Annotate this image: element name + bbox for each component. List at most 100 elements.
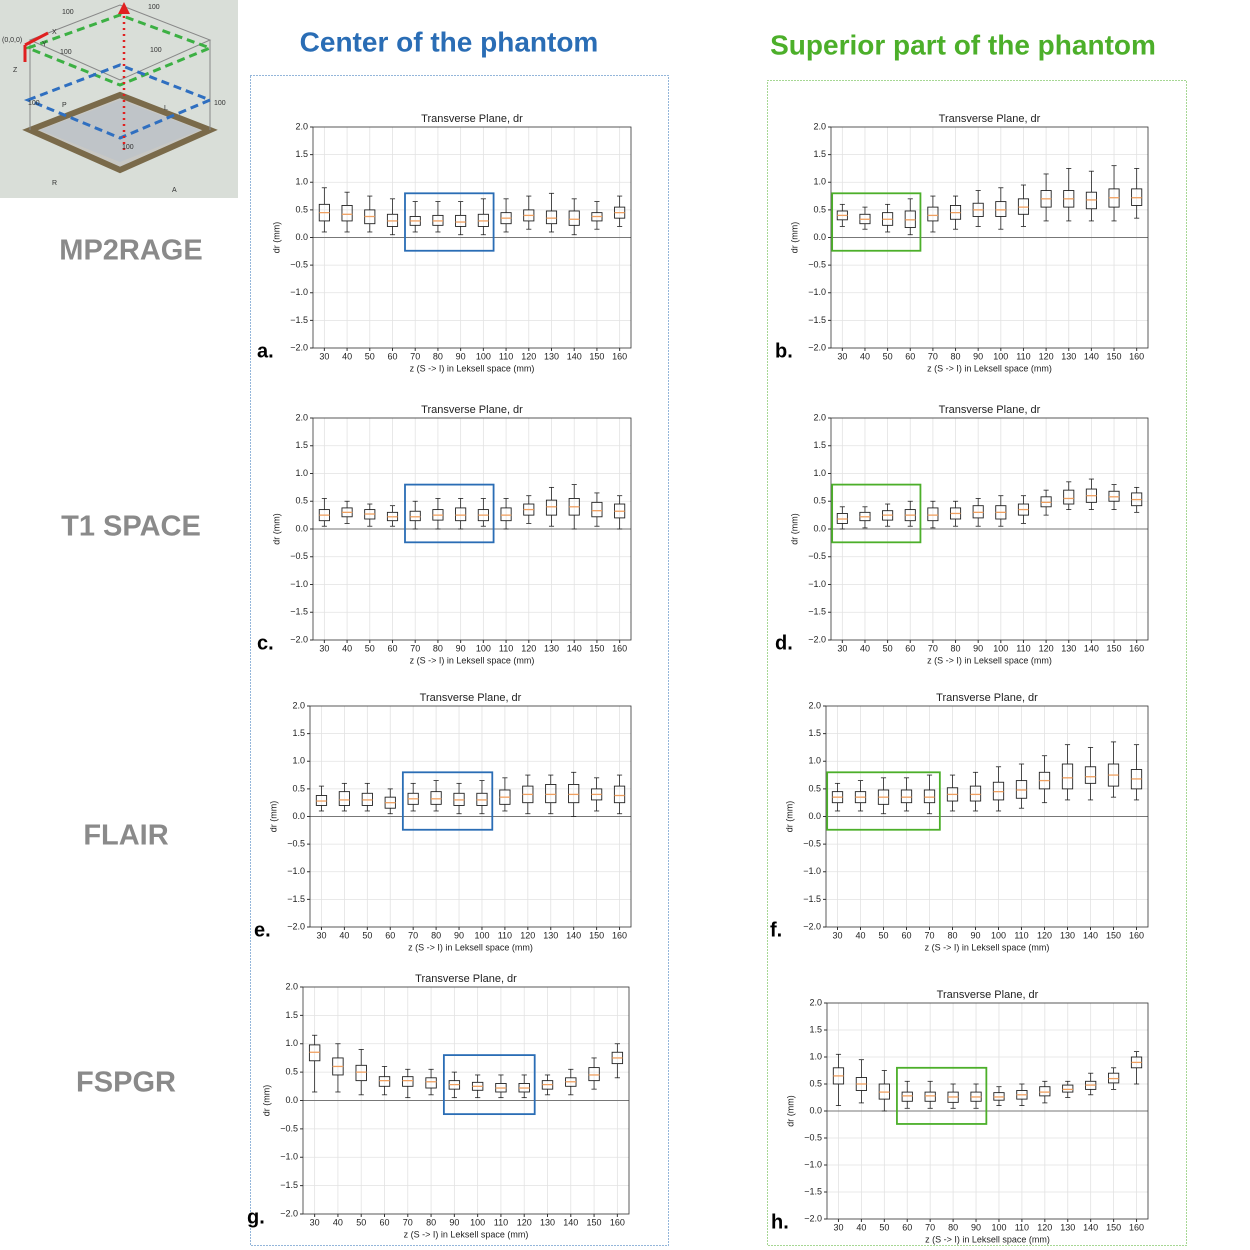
x-tick-label: 160 — [1129, 1222, 1144, 1232]
highlight-box — [401, 771, 494, 831]
y-tick-label: −1.0 — [808, 579, 826, 589]
x-tick-label: 70 — [403, 1217, 413, 1227]
x-tick-label: 70 — [925, 1222, 935, 1232]
highlight-box — [831, 192, 922, 252]
y-tick-label: 1.0 — [813, 177, 826, 187]
x-tick-label: 30 — [833, 1222, 843, 1232]
x-tick-label: 140 — [563, 1217, 578, 1227]
x-tick-label: 120 — [1037, 930, 1052, 940]
x-tick-label: 60 — [387, 351, 397, 361]
y-axis-label: dr (mm) — [785, 1095, 795, 1127]
phantom-label: L — [164, 105, 168, 112]
panel-label: h. — [771, 1211, 789, 1233]
y-tick-label: 0.5 — [809, 1078, 822, 1088]
box — [1039, 1086, 1051, 1097]
phantom-plate — [40, 100, 200, 162]
y-tick-label: 0.0 — [809, 1105, 822, 1115]
y-tick-label: −1.5 — [287, 894, 305, 904]
axis-arrow — [24, 31, 49, 47]
x-tick-label: 110 — [499, 643, 513, 653]
panel-label: a. — [257, 340, 274, 362]
x-tick-label: 80 — [948, 1222, 958, 1232]
column-header: Superior part of the phantom — [770, 29, 1156, 60]
y-tick-label: 0.5 — [813, 204, 826, 214]
y-tick-label: 2.0 — [295, 121, 308, 131]
x-tick-label: 70 — [928, 643, 938, 653]
x-tick-label: 60 — [905, 643, 915, 653]
x-axis-label: z (S -> I) in Leksell space (mm) — [925, 1234, 1050, 1244]
x-tick-label: 150 — [589, 643, 604, 653]
y-tick-label: 0.5 — [808, 783, 821, 793]
box — [455, 214, 467, 227]
phantom-label: Z — [13, 67, 18, 74]
y-tick-label: 0.0 — [295, 523, 308, 533]
x-tick-label: 80 — [433, 643, 443, 653]
y-axis-label: dr (mm) — [789, 513, 799, 545]
y-tick-label: −1.0 — [280, 1152, 298, 1162]
box — [378, 1076, 391, 1087]
x-tick-label: 70 — [924, 930, 934, 940]
x-tick-label: 120 — [1037, 1222, 1052, 1232]
y-tick-label: 0.0 — [292, 811, 305, 821]
x-tick-label: 120 — [521, 351, 536, 361]
highlight-box — [896, 1066, 988, 1125]
plot-frame — [302, 986, 630, 1215]
x-tick-label: 110 — [1014, 930, 1028, 940]
y-tick-label: −1.0 — [290, 579, 308, 589]
highlight-box — [831, 483, 922, 544]
phantom-label: A — [172, 187, 177, 194]
y-axis-label: dr (mm) — [789, 222, 799, 254]
phantom-label: X — [52, 29, 57, 36]
x-tick-label: 40 — [339, 930, 349, 940]
y-tick-label: 1.5 — [285, 1010, 298, 1020]
x-tick-label: 70 — [928, 351, 938, 361]
y-tick-label: 2.0 — [813, 121, 826, 131]
panel-label: d. — [775, 632, 793, 654]
box — [430, 791, 442, 805]
plot-frame — [312, 126, 632, 349]
x-tick-label: 50 — [365, 351, 375, 361]
x-tick-label: 30 — [837, 351, 847, 361]
box — [613, 785, 626, 804]
box — [901, 1091, 913, 1102]
chart: 2.0 1.5 1.0 0.5 0.0 −0.5 −1.0 −1.5 −2.0 30 40 50 60 7… — [257, 113, 632, 373]
x-tick-label: 140 — [567, 643, 582, 653]
box — [927, 507, 939, 522]
y-axis-label: dr (mm) — [268, 801, 278, 833]
x-tick-label: 90 — [971, 1222, 981, 1232]
phantom-label: 100 — [60, 49, 72, 56]
y-tick-label: 0.5 — [285, 1067, 298, 1077]
x-tick-label: 110 — [494, 1217, 508, 1227]
x-tick-label: 130 — [540, 1217, 555, 1227]
y-tick-label: −0.5 — [803, 839, 821, 849]
x-tick-label: 110 — [1016, 351, 1030, 361]
x-tick-label: 100 — [991, 930, 1006, 940]
phantom-illustration — [0, 0, 238, 198]
y-tick-label: 2.0 — [285, 981, 298, 991]
x-tick-label: 50 — [362, 930, 372, 940]
x-tick-label: 140 — [1084, 643, 1099, 653]
y-tick-label: −1.5 — [804, 1186, 822, 1196]
x-tick-label: 120 — [1039, 643, 1054, 653]
x-tick-label: 40 — [342, 643, 352, 653]
x-tick-label: 80 — [951, 351, 961, 361]
box — [1061, 763, 1074, 790]
y-tick-label: 0.5 — [292, 783, 305, 793]
y-tick-label: 0.0 — [813, 232, 826, 242]
y-tick-label: −1.0 — [804, 1159, 822, 1169]
x-tick-label: 130 — [1061, 643, 1076, 653]
box — [409, 510, 421, 522]
y-tick-label: −2.0 — [280, 1208, 298, 1218]
y-tick-label: 2.0 — [813, 412, 826, 422]
box — [500, 507, 512, 522]
y-tick-label: 1.5 — [295, 149, 308, 159]
x-tick-label: 60 — [387, 643, 397, 653]
x-tick-label: 40 — [860, 643, 870, 653]
x-tick-label: 70 — [410, 351, 420, 361]
x-tick-label: 100 — [476, 351, 491, 361]
panel-label: c. — [257, 632, 274, 654]
chart-title: Transverse Plane, dr — [420, 692, 522, 704]
phantom-label: R — [52, 180, 57, 187]
highlight-box — [826, 771, 941, 831]
y-axis-label: dr (mm) — [271, 513, 281, 545]
